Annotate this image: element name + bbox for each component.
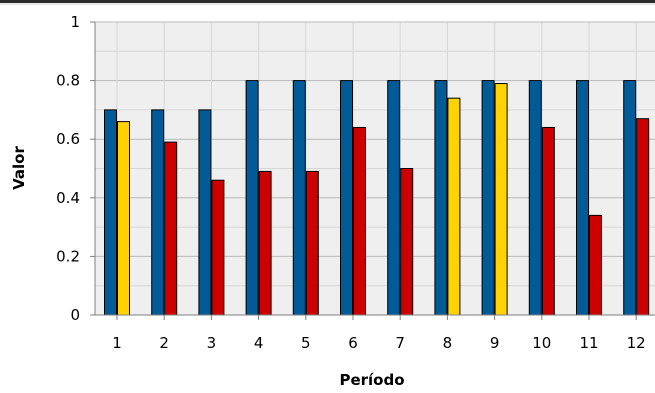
y-tick-label: 0.6 <box>56 130 80 148</box>
bar-series-2 <box>447 97 461 316</box>
y-tick-label: 0.4 <box>56 189 80 207</box>
y-tick-label: 0.2 <box>56 247 80 265</box>
x-tick-label: 8 <box>443 334 453 352</box>
y-axis-ticks: 0 0.2 0.4 0.6 0.8 1 <box>56 13 95 324</box>
x-tick-label: 10 <box>532 334 551 352</box>
x-tick-label: 7 <box>395 334 405 352</box>
y-tick-label: 1 <box>70 13 80 31</box>
bar-series-1 <box>623 80 637 316</box>
bar-series-1 <box>198 109 212 316</box>
bar-series-2 <box>258 170 272 316</box>
x-tick-label: 6 <box>348 334 358 352</box>
bar-series-2 <box>117 121 130 316</box>
window-top-highlight <box>0 3 655 5</box>
x-axis-title: Período <box>339 371 404 389</box>
bar-series-1 <box>434 80 448 316</box>
bar-series-1 <box>292 80 306 316</box>
x-tick-label: 9 <box>490 334 500 352</box>
x-tick-label: 4 <box>254 334 264 352</box>
x-tick-label: 5 <box>301 334 311 352</box>
y-axis-title: Valor <box>10 146 28 190</box>
bar-series-1 <box>245 80 259 316</box>
y-tick-label: 0 <box>70 306 80 324</box>
bar-series-2 <box>636 118 650 316</box>
x-tick-label: 11 <box>579 334 598 352</box>
bar-series-1 <box>481 80 495 316</box>
bar-series-2 <box>494 83 508 316</box>
bar-series-2 <box>305 170 319 316</box>
bar-series-1 <box>104 109 117 316</box>
bar-series-1 <box>340 80 353 316</box>
bar-series-1 <box>387 80 401 316</box>
x-tick-label: 1 <box>112 334 122 352</box>
bar-series-2 <box>541 126 555 316</box>
bar-series-2 <box>353 126 366 316</box>
bars <box>104 80 650 316</box>
bar-series-2 <box>400 168 414 316</box>
x-tick-label: 3 <box>207 334 217 352</box>
x-tick-label: 2 <box>159 334 169 352</box>
y-tick-label: 0.8 <box>56 72 80 90</box>
bar-series-2 <box>589 214 602 316</box>
bar-series-1 <box>528 80 542 316</box>
bar-series-1 <box>576 80 589 316</box>
window-top-border <box>0 0 655 3</box>
bar-series-2 <box>164 141 178 316</box>
bar-series-2 <box>211 179 225 316</box>
bar-series-1 <box>151 109 165 316</box>
x-tick-label: 12 <box>627 334 646 352</box>
x-axis-ticks: 1 2 3 4 5 6 7 8 9 10 11 12 <box>112 315 646 352</box>
